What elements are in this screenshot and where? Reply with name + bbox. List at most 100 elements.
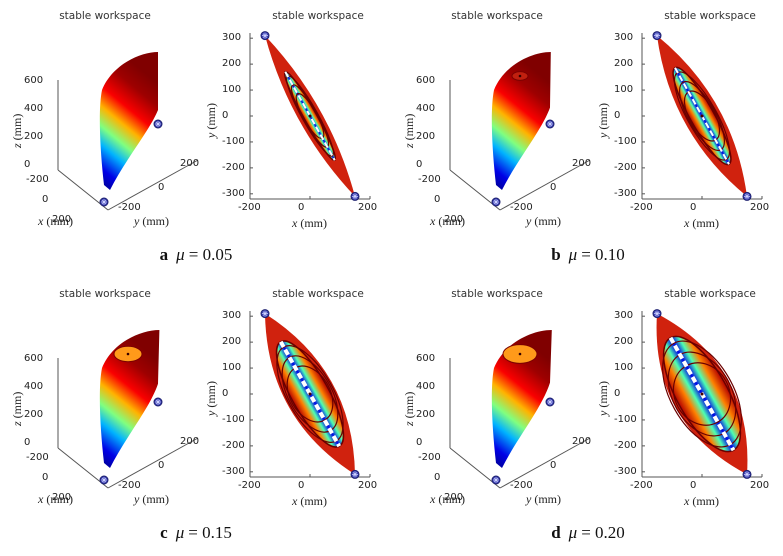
y-axis-label: y (mm) xyxy=(526,214,561,229)
base-marker-2 xyxy=(153,119,163,129)
x-tick-label: -200 xyxy=(238,480,261,491)
x-axis-label-2d-unit: (mm) xyxy=(300,494,327,508)
mu-symbol: μ xyxy=(176,245,185,264)
y-tick-label: 200 xyxy=(180,436,200,447)
plot-3d-title: stable workspace xyxy=(59,10,151,22)
mu-value: = 0.15 xyxy=(188,523,232,542)
z-tick-label: 400 xyxy=(24,381,44,392)
center-dot xyxy=(308,392,312,396)
x-axis-label-var: x xyxy=(38,214,44,228)
x-axis-label-2d: x (mm) xyxy=(292,494,327,509)
y-axis-label-unit: (mm) xyxy=(534,214,561,228)
x-axis-label: x (mm) xyxy=(430,492,465,507)
panel-d: stable workspace 0 200 400 600 -200 0 200 -200 0 2… xyxy=(392,278,783,556)
y-tick-label: -200 xyxy=(614,161,637,173)
x-axis-label-unit: (mm) xyxy=(438,214,465,228)
x-axis-label-var: x xyxy=(430,492,436,506)
y-axis-label-2d-unit: (mm) xyxy=(596,103,610,130)
y-axis-label-unit: (mm) xyxy=(142,492,169,506)
x-tick-label: 0 xyxy=(434,472,441,483)
z-tick-label: 400 xyxy=(416,103,436,114)
plot-2d xyxy=(249,31,371,201)
plot-2d xyxy=(641,309,763,479)
y-tick-label: 100 xyxy=(614,84,634,96)
x-tick-label: 0 xyxy=(42,472,49,483)
x-tick-label: -200 xyxy=(238,202,261,213)
x-axis-label-2d: x (mm) xyxy=(684,494,719,509)
panel-letter: a xyxy=(159,245,169,264)
y-tick-label: 300 xyxy=(222,310,242,322)
mu-symbol: μ xyxy=(568,245,578,264)
x-axis-label-var: x xyxy=(430,214,436,228)
y-tick-label: 0 xyxy=(158,460,165,471)
center-dot xyxy=(518,74,522,78)
panel-a: stable workspace 0 200 400 600 -200 0 200 -200 0 2… xyxy=(0,0,392,278)
y-tick-label: 0 xyxy=(222,110,229,121)
y-tick-label: 200 xyxy=(180,158,200,169)
plot-2d-title: stable workspace xyxy=(664,288,756,300)
y-tick-label: 0 xyxy=(550,182,557,193)
y-axis-label: y (mm) xyxy=(526,492,561,507)
x-tick-label: -200 xyxy=(418,174,441,185)
y-tick-label: 100 xyxy=(614,362,634,374)
x-tick-label: 0 xyxy=(690,480,697,491)
x-tick-label: 200 xyxy=(52,492,72,503)
panel-caption: c μ = 0.15 xyxy=(160,523,232,543)
y-axis-label-unit: (mm) xyxy=(142,214,169,228)
z-tick-label: 400 xyxy=(416,381,436,392)
mu-value: = 0.05 xyxy=(188,245,233,264)
plot-3d xyxy=(57,52,199,211)
plot-3d-title: stable workspace xyxy=(451,10,543,22)
y-tick-label: -200 xyxy=(614,439,637,451)
workspace-surface-3d xyxy=(99,330,160,468)
panel-caption: d μ = 0.20 xyxy=(551,523,625,543)
panel-letter: c xyxy=(160,523,168,542)
y-axis-label-var: y xyxy=(134,214,140,228)
x-axis-label-2d-var: x xyxy=(292,494,298,508)
endpoint-marker-1 xyxy=(652,31,662,41)
endpoint-marker-1 xyxy=(652,309,662,319)
z-tick-label: 200 xyxy=(416,409,436,420)
mu-symbol: μ xyxy=(568,523,578,542)
y-axis-label-var: y xyxy=(134,492,140,506)
y-tick-label: 0 xyxy=(550,460,557,471)
z-tick-label: 200 xyxy=(24,131,44,142)
x-axis-label-unit: (mm) xyxy=(46,492,73,506)
y-tick-label: 300 xyxy=(614,32,634,44)
y-axis-line xyxy=(499,159,591,211)
mu-value: = 0.20 xyxy=(581,523,625,542)
x-tick-label: -200 xyxy=(418,452,441,463)
y-axis-label-2d-unit: (mm) xyxy=(204,103,218,130)
x-axis-label-var: x xyxy=(38,492,44,506)
y-axis-label-2d-unit: (mm) xyxy=(204,381,218,408)
z-tick-label: 400 xyxy=(24,103,44,114)
endpoint-marker-2 xyxy=(742,469,752,479)
x-tick-label: 200 xyxy=(444,492,464,503)
y-axis-label-2d-unit: (mm) xyxy=(596,381,610,408)
y-axis-label-2d: y (mm) xyxy=(596,103,611,138)
y-axis-label-2d-var: y xyxy=(596,410,610,416)
y-tick-label: 200 xyxy=(222,336,242,348)
y-axis-label-2d: y (mm) xyxy=(204,381,219,416)
y-tick-label: -100 xyxy=(614,135,637,147)
workspace-surface-3d xyxy=(99,52,158,190)
plot-2d-title: stable workspace xyxy=(272,10,364,22)
plot-2d-title: stable workspace xyxy=(272,288,364,300)
x-axis-label-2d-var: x xyxy=(292,216,298,230)
y-axis-line xyxy=(107,159,199,211)
panel-caption: a μ = 0.05 xyxy=(160,245,233,265)
panel-letter: d xyxy=(551,523,561,542)
plot-2d xyxy=(249,309,371,479)
y-tick-label: -300 xyxy=(614,187,637,199)
plot-3d-title: stable workspace xyxy=(59,288,151,300)
y-axis-line xyxy=(499,437,591,489)
x-tick-label: 200 xyxy=(750,202,770,213)
x-axis-label-unit: (mm) xyxy=(438,492,465,506)
panel-caption: b μ = 0.10 xyxy=(551,245,625,265)
base-marker-1 xyxy=(99,475,109,485)
panel-b: stable workspace 0 200 400 600 -200 0 200 -200 0 2… xyxy=(392,0,783,278)
y-tick-label: 100 xyxy=(222,84,242,96)
y-tick-label: 0 xyxy=(614,388,621,399)
x-axis-label: x (mm) xyxy=(430,214,465,229)
x-tick-label: -200 xyxy=(630,202,653,213)
